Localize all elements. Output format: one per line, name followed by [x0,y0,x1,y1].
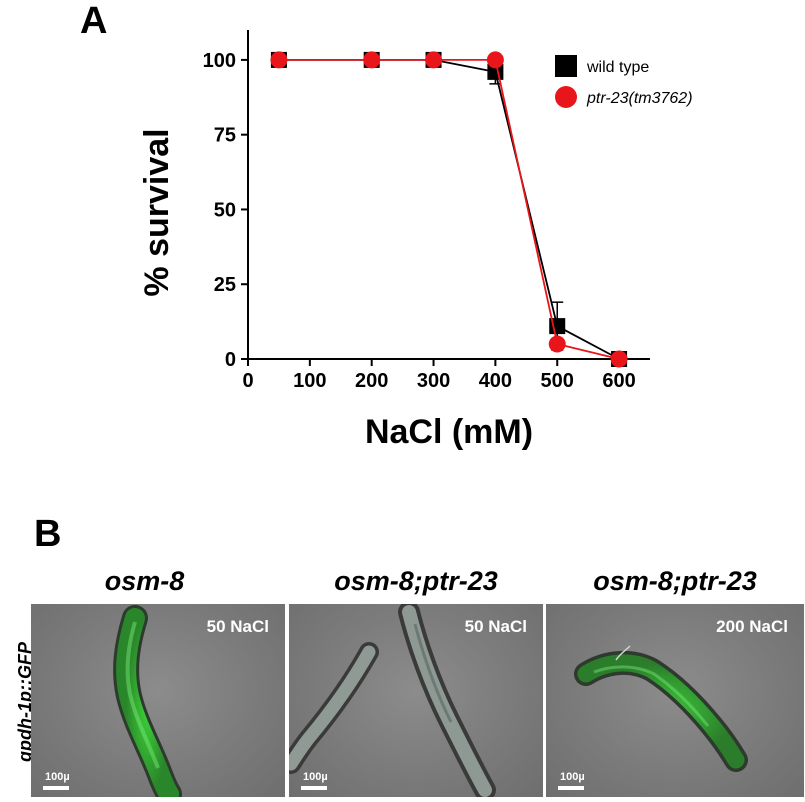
panel-b-letter: B [34,513,62,555]
x-tick-label: 100 [293,370,326,392]
y-tick-label: 75 [214,125,236,147]
condition-label-3: 200 NaCl [716,617,788,636]
condition-label-2: 50 NaCl [464,617,527,636]
y-tick-label: 100 [203,50,236,72]
legend-marker-1 [555,55,577,77]
scale-label-3: 100µ [560,771,585,783]
series-line-2 [278,59,620,360]
data-point-circle [363,51,381,69]
y-axis-title: % survival [138,128,176,296]
data-point-circle [610,350,628,368]
micrograph-osm-8-ptr-23-200: 200 NaCl 100µ [546,604,804,797]
y-tick-label: 25 [214,274,236,296]
data-point-circle [486,51,504,69]
x-tick-label: 500 [541,370,574,392]
x-tick-label: 0 [242,370,253,392]
worm-image-2 [289,604,496,797]
legend-label-2: ptr-23(tm3762) [586,90,693,107]
scale-label-1: 100µ [45,771,70,783]
scale-bar-3 [558,786,584,790]
data-point-circle [548,335,566,353]
image-title-2: osm-8;ptr-23 [334,566,498,596]
y-tick-label: 50 [214,199,236,221]
scale-label-2: 100µ [303,771,328,783]
micrograph-osm-8-50: 50 NaCl 100µ [31,604,285,797]
image-title-1: osm-8 [104,566,185,596]
worm-image-1 [113,605,182,797]
x-tick-label: 200 [355,370,388,392]
data-point-circle [425,51,443,69]
condition-label-1: 50 NaCl [206,617,269,636]
worm-image-3 [574,645,748,772]
micrograph-osm-8-ptr-23-50: 50 NaCl 100µ [289,604,543,797]
x-tick-label: 300 [417,370,450,392]
data-point-circle [270,51,288,69]
panel-a-letter: A [80,0,108,42]
y-tick-label: 0 [225,349,236,371]
legend-label-1: wild type [586,59,649,76]
image-title-3: osm-8;ptr-23 [593,566,757,596]
x-axis-title: NaCl (mM) [365,413,533,451]
scale-bar-1 [43,786,69,790]
x-tick-label: 600 [602,370,635,392]
survival-chart: 0 100 200 300 400 500 600 0 25 50 75 100 NaCl (mM) % … [138,30,693,451]
scale-bar-2 [301,786,327,790]
legend-marker-2 [555,86,577,108]
x-tick-label: 400 [479,370,512,392]
